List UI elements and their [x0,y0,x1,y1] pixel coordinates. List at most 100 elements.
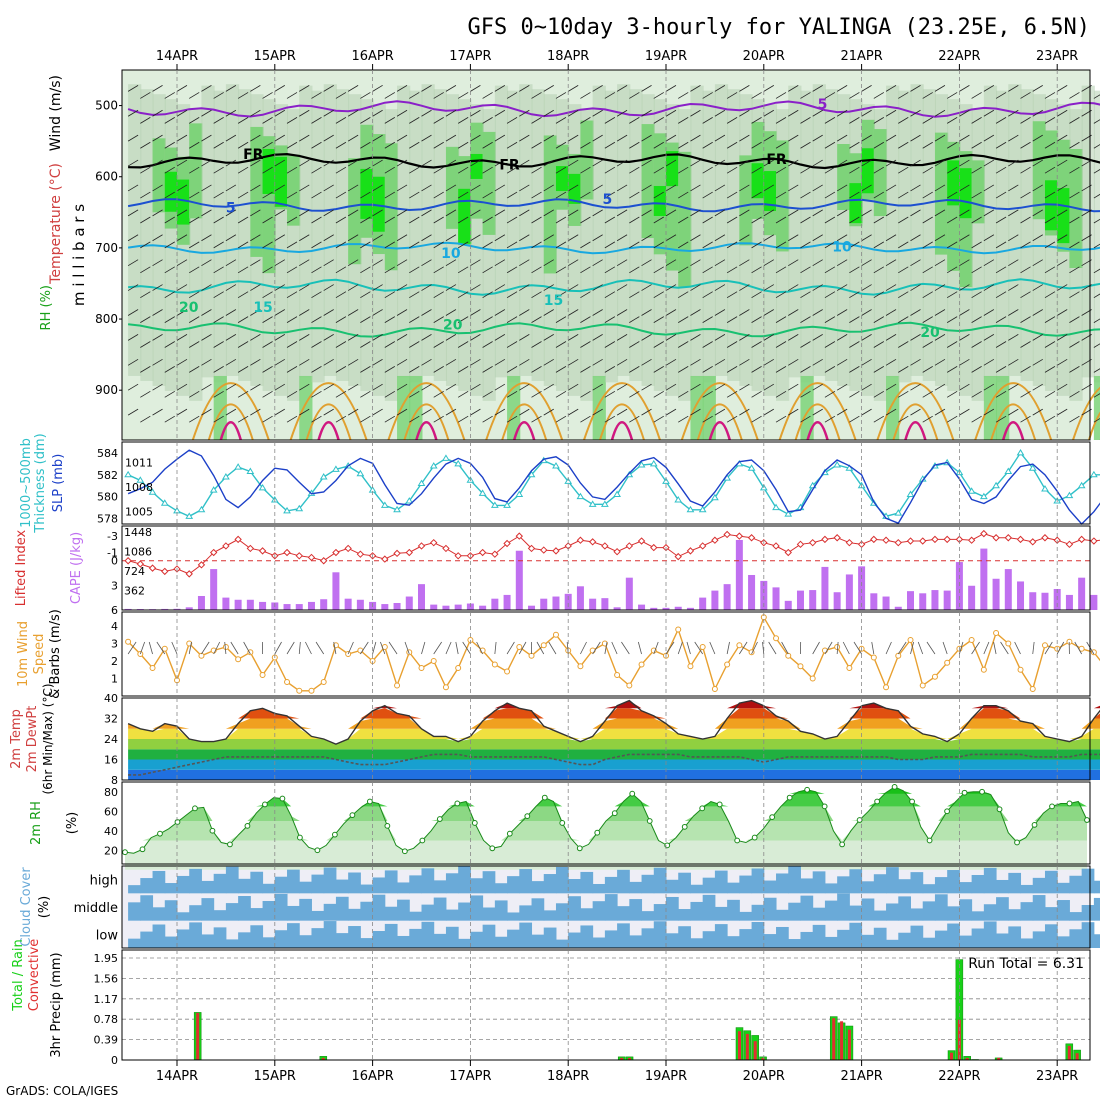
cloud-cell [996,880,1009,893]
precip-tick: 0 [111,1054,118,1067]
cloud-cell [911,872,924,893]
cloud-cell [935,877,948,893]
rh-shade-bright [470,154,483,179]
lifted-index-point [700,543,706,549]
lifted-index-point [920,538,926,544]
side-label-total-rain: Total / Rain [11,939,26,1012]
rh2m-point [630,791,635,796]
date-label-bottom: 22APR [938,1069,980,1084]
rh2m-point [1050,804,1055,809]
rh-shade-mid [324,84,337,376]
panel-frame-slp [122,442,1090,524]
lifted-index-point [480,550,486,556]
panel-frame-precip [122,950,1090,1060]
cloud-cell [923,884,936,893]
side-label-cloud: Cloud Cover [19,867,34,947]
cloud-cell [177,929,190,948]
wind10m-barb [172,642,177,654]
cape-tick: 724 [124,565,145,578]
cloud-cell [727,883,740,894]
cloud-cell [690,938,703,948]
footer-credit: GrADS: COLA/IGES [6,1084,118,1098]
cape-bar [1078,578,1085,610]
date-label-top: 20APR [743,49,785,64]
contour-label: 5 [602,192,612,208]
cape-bar [1090,595,1097,610]
pressure-tick-label: 900 [95,383,118,397]
cape-bar [870,593,877,610]
lifted-index-point [284,550,290,556]
cloud-cell [1008,873,1021,893]
cloud-cell [752,922,765,948]
rh-shade-mid [299,86,312,378]
rh2m-point [770,815,775,820]
lifted-index-point [308,554,314,560]
wind10m-point [150,666,155,671]
wind10m-point [456,666,461,671]
rh2m-point [158,831,163,836]
rh2m-point [1085,818,1090,823]
rh-shade-mid [800,91,813,383]
cloud-cell [483,907,496,920]
rh-shade-mid [703,91,716,383]
cloud-cell [250,872,263,894]
cape-bar [222,598,229,610]
rh2m-point [945,809,950,814]
cloud-cell [862,935,875,948]
precip-tick: 1.95 [94,952,119,965]
cloud-cell [397,882,410,893]
cape-bar [418,584,425,610]
cape-bar [821,567,828,610]
cloud-cell [984,904,997,920]
date-label-top: 17APR [449,49,491,64]
side-label-precip: 3hr Precip (mm) [49,952,64,1057]
lifted-index-point [834,535,840,541]
cloud-cell [189,869,202,893]
rh2m-point [332,832,337,837]
date-label-bottom: 18APR [547,1069,589,1084]
wind-tick: 3 [111,638,118,651]
lifted-index-point [749,535,755,541]
cloud-cell [593,901,606,920]
rh-shade-mid [886,86,899,378]
cloud-cell [1094,898,1100,921]
cape-bar [516,551,523,610]
wind10m-barb [287,642,294,654]
contour-label: 20 [179,300,199,316]
cape-bar [247,600,254,610]
rh-tick: 60 [104,805,118,818]
wind10m-point [443,685,448,690]
rh-shade-mid [519,84,532,376]
cloud-cell [739,929,752,948]
cloud-cell [1008,909,1021,920]
temp-tick: 16 [104,754,118,767]
wind10m-point [309,688,314,693]
cape-tick: 1086 [124,546,152,559]
cloud-cell [507,912,520,920]
rh2m-point [822,804,827,809]
cloud-cell [495,900,508,920]
cape-bar [381,604,388,610]
panel-frame-wind [122,612,1090,696]
run-total-text: Run Total = 6.31 [968,956,1084,972]
side-label-rh2m: 2m RH [29,801,44,845]
cloud-cell [972,911,985,920]
cloud-cell [373,931,386,948]
contour-label: 10 [832,239,852,255]
wind10m-point [553,632,558,637]
wind10m-point [969,638,974,643]
rh-shade-bright [666,151,679,186]
cape-bar [834,592,841,610]
rh2m-point [175,820,180,825]
lifted-index-point [810,540,816,546]
wind10m-barb [446,642,451,654]
cape-bar [308,602,315,610]
cloud-cell [311,875,324,894]
wind-tick: 4 [111,620,118,633]
wind-tick: 2 [111,655,118,668]
cloud-cell [568,879,581,893]
cloud-cell [849,906,862,921]
cloud-cell [153,924,166,948]
rh-shade-bright [275,157,288,207]
